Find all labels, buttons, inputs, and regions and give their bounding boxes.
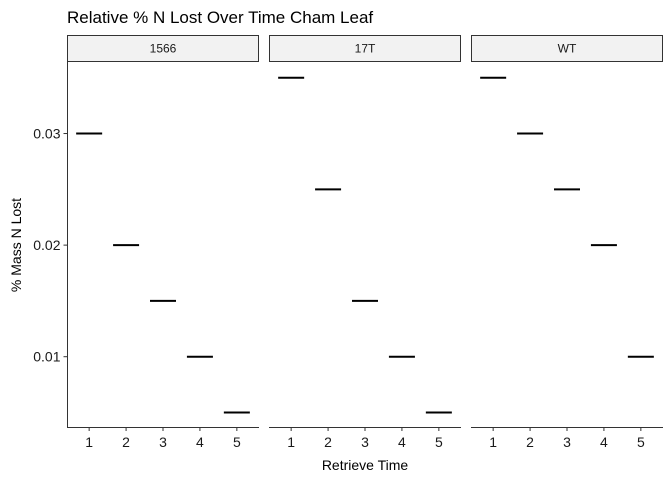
x-tick-label: 5 xyxy=(435,434,443,450)
x-tick-label: 4 xyxy=(398,434,406,450)
x-tick-label: 3 xyxy=(563,434,571,450)
facet-strip xyxy=(471,35,663,62)
facet-17T: 17T 1 2 3 4 5 xyxy=(269,35,461,450)
facet-strip xyxy=(67,35,259,62)
x-tick-label: 2 xyxy=(122,434,130,450)
facet-1566: 1566 1 2 3 4 5 xyxy=(67,35,259,450)
y-tick-label: 0.02 xyxy=(33,237,60,253)
facet-strip-label: 17T xyxy=(355,42,376,56)
x-tick-label: 3 xyxy=(159,434,167,450)
facet-WT: WT 1 2 3 4 5 xyxy=(471,35,663,450)
facet-strip-label: 1566 xyxy=(150,42,177,56)
x-axis-title: Retrieve Time xyxy=(322,457,409,473)
x-tick-label: 2 xyxy=(324,434,332,450)
y-axis: 0.01 0.02 0.03 xyxy=(33,61,68,428)
y-tick-label: 0.01 xyxy=(33,349,60,365)
x-tick-label: 2 xyxy=(526,434,534,450)
x-tick-label: 3 xyxy=(361,434,369,450)
y-tick-label: 0.03 xyxy=(33,126,60,142)
chart-title: Relative % N Lost Over Time Cham Leaf xyxy=(67,8,373,27)
x-tick-label: 5 xyxy=(233,434,241,450)
x-tick-label: 5 xyxy=(637,434,645,450)
x-tick-label: 1 xyxy=(489,434,497,450)
x-tick-label: 4 xyxy=(600,434,608,450)
facet-panels: 1566 1 2 3 4 5 17T 1 2 3 4 5 WT 1 2 3 4 5 xyxy=(67,35,663,450)
x-tick-label: 4 xyxy=(196,434,204,450)
x-tick-label: 1 xyxy=(287,434,295,450)
facet-strip-label: WT xyxy=(558,42,577,56)
facet-strip xyxy=(269,35,461,62)
y-axis-title: % Mass N Lost xyxy=(8,198,24,292)
x-tick-label: 1 xyxy=(85,434,93,450)
